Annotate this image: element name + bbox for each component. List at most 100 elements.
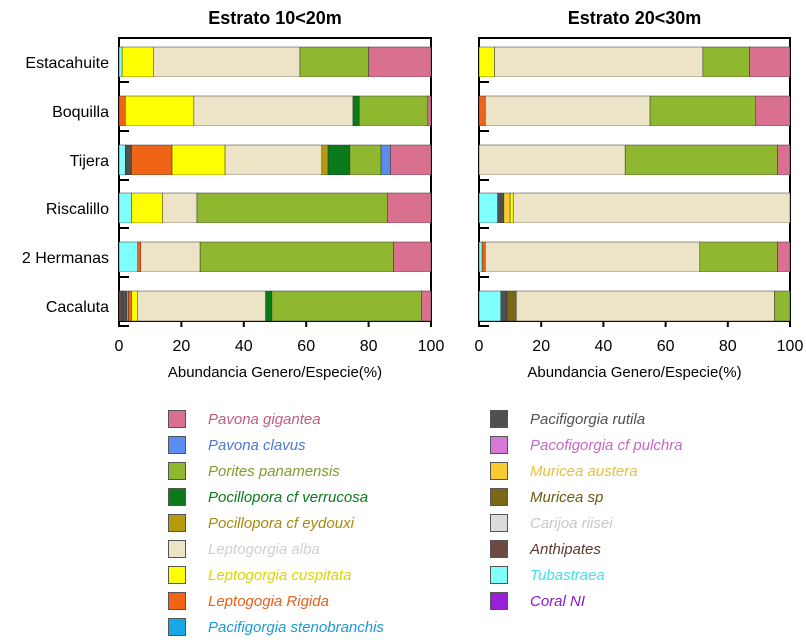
bar-segment xyxy=(118,46,123,78)
legend-swatch xyxy=(168,436,186,454)
bar-segment xyxy=(699,241,778,273)
bar-segment xyxy=(478,95,486,127)
bar-segment xyxy=(321,144,329,176)
bar-segment xyxy=(421,290,432,322)
legend-entry: Leptogorgia cuspitata xyxy=(168,564,351,586)
bar-segment xyxy=(484,95,651,127)
x-tick-label: 0 xyxy=(475,338,484,355)
bar-segment xyxy=(327,144,351,176)
legend-entry: Anthipates xyxy=(490,538,601,560)
x-tick-label: 20 xyxy=(173,338,191,355)
bar-segment xyxy=(777,241,791,273)
bar-segment xyxy=(162,192,198,224)
bar-segment xyxy=(503,192,511,224)
bar-segment xyxy=(478,290,502,322)
bar-segment xyxy=(509,192,514,224)
bar-segment xyxy=(427,95,432,127)
bar-segment xyxy=(299,46,369,78)
bar-segment xyxy=(349,144,382,176)
legend-entry: Leptogogia Rigida xyxy=(168,590,329,612)
bar-segment xyxy=(118,290,123,322)
x-tick-label: 40 xyxy=(595,338,613,355)
bar-segment xyxy=(512,192,791,224)
bar-segment xyxy=(380,144,391,176)
legend-label: Pacofigorgia cf pulchra xyxy=(530,436,683,454)
legend-swatch xyxy=(490,540,508,558)
legend-label: Muricea sp xyxy=(530,488,604,506)
bar-segment xyxy=(393,241,432,273)
x-axis-label: Abundancia Genero/Especie(%) xyxy=(527,364,741,381)
bar-segment xyxy=(265,290,273,322)
legend-label: Pavona clavus xyxy=(208,436,306,454)
row-separator xyxy=(480,175,789,193)
legend-entry: Pavona clavus xyxy=(168,434,306,456)
bar-segment xyxy=(118,95,126,127)
legend-entry: Leptogorgia alba xyxy=(168,538,320,560)
x-tick-label: 80 xyxy=(360,338,378,355)
bar-segment xyxy=(506,290,517,322)
legend-swatch xyxy=(490,462,508,480)
legend-entry: Pocillopora cf eydouxi xyxy=(168,512,354,534)
panel-1: Estrato 10<20m Estacahuite Boquilla Tijera R… xyxy=(22,8,445,381)
x-tick-label: 40 xyxy=(235,338,253,355)
bar-segment xyxy=(497,192,505,224)
category-label: 2 Hermanas xyxy=(22,250,109,267)
category-label: Estacahuite xyxy=(25,55,109,72)
bar-segment xyxy=(118,192,132,224)
bar-segment xyxy=(702,46,750,78)
bar-segment xyxy=(121,290,128,322)
legend-swatch xyxy=(168,488,186,506)
legend-entry: Carijoa riisei xyxy=(490,512,613,534)
legend-entry: Tubastraea xyxy=(490,564,605,586)
bar-segment xyxy=(137,241,142,273)
bar-segment xyxy=(777,144,791,176)
legend-label: Pocillopora cf eydouxi xyxy=(208,514,354,532)
legend-swatch xyxy=(168,410,186,428)
legend-label: Leptogorgia alba xyxy=(208,540,320,558)
legend-swatch xyxy=(490,410,508,428)
row-separator xyxy=(480,272,789,291)
category-label: Cacaluta xyxy=(46,299,109,316)
legend-label: Leptogogia Rigida xyxy=(208,592,329,610)
category-label: Tijera xyxy=(70,153,110,170)
bar-segment xyxy=(131,144,173,176)
panel-2: Estrato 20<30m 0 20 40 60 80 100 Abundancia Gen… xyxy=(475,8,804,381)
bar-segment xyxy=(124,144,132,176)
legend-label: Leptogorgia cuspitata xyxy=(208,566,352,584)
bar-segment xyxy=(121,46,154,78)
category-label: Boquilla xyxy=(52,104,109,121)
bar-segment xyxy=(478,241,483,273)
bar-segment xyxy=(387,192,432,224)
row-separator xyxy=(120,126,430,145)
chart-title: Estrato 10<20m xyxy=(208,8,342,28)
bar-segment xyxy=(137,290,266,322)
legend-label: Muricea austera xyxy=(530,462,638,480)
legend-entry: Coral NI xyxy=(490,590,585,612)
legend-entry: Muricea austera xyxy=(490,460,638,482)
x-tick-label: 100 xyxy=(418,338,445,355)
bar-segment xyxy=(755,95,791,127)
legend-entry: Pocillopora cf verrucosa xyxy=(168,486,368,508)
bar-segment xyxy=(358,95,429,127)
legend-swatch xyxy=(490,514,508,532)
bar-segment xyxy=(118,144,126,176)
bar-segment xyxy=(271,290,422,322)
bar-segment xyxy=(118,241,138,273)
legend-swatch xyxy=(168,514,186,532)
bar-segment xyxy=(500,290,508,322)
bar-segment xyxy=(124,95,195,127)
legend-swatch xyxy=(168,462,186,480)
legend-swatch xyxy=(490,592,508,610)
bar-segment xyxy=(649,95,757,127)
legend-entry: Pacofigorgia cf pulchra xyxy=(490,434,683,456)
bar-segment xyxy=(774,290,791,322)
x-axis-label: Abundancia Genero/Especie(%) xyxy=(168,364,382,381)
row-separator xyxy=(480,126,789,145)
legend-label: Pacifigorgia stenobranchis xyxy=(208,618,384,636)
bar-segment xyxy=(749,46,791,78)
legend-swatch xyxy=(490,436,508,454)
bar-segment xyxy=(153,46,301,78)
bar-segment xyxy=(171,144,226,176)
bar-segment xyxy=(128,290,132,322)
bar-segment xyxy=(516,290,775,322)
